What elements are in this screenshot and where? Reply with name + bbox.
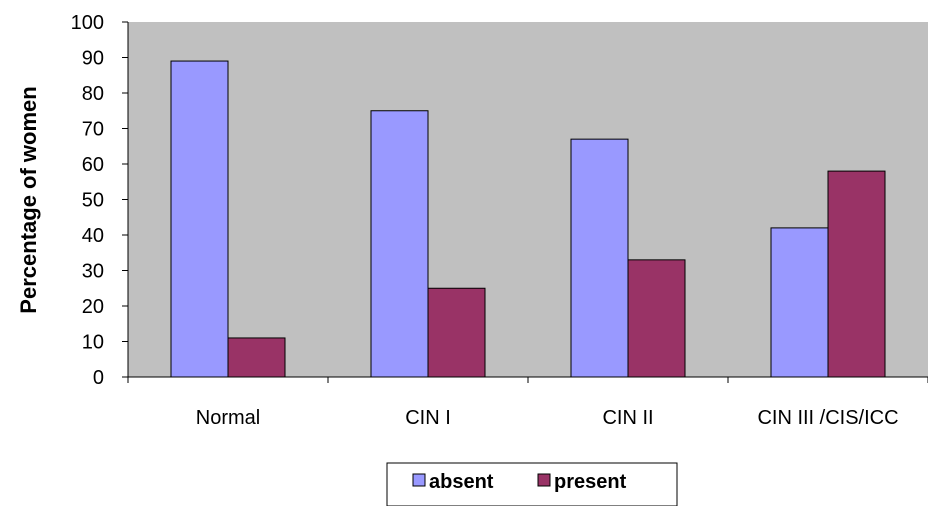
legend-swatch-absent (412, 473, 426, 487)
y-tick-label: 70 (82, 119, 104, 141)
y-tick-label: 50 (82, 190, 104, 212)
y-tick-label: 0 (93, 367, 104, 389)
x-tick-label: CIN II (602, 407, 653, 429)
bar-present-4 (827, 170, 886, 378)
x-tick-label: CIN I (405, 407, 451, 429)
y-tick-label: 40 (82, 225, 104, 247)
y-tick-label: 90 (82, 48, 104, 70)
legend-box (386, 462, 678, 507)
bar-absent-1 (170, 60, 229, 378)
bar-present-1 (227, 337, 286, 378)
legend-swatch-present (537, 473, 551, 487)
legend: absent present (386, 462, 678, 507)
y-tick-label: 60 (82, 154, 104, 176)
legend-label-absent: absent (429, 471, 494, 493)
bars-group (170, 60, 886, 378)
y-tick-label: 80 (82, 83, 104, 105)
x-tick-label: CIN III /CIS/ICC (757, 407, 898, 429)
bar-present-3 (627, 259, 686, 378)
bar-absent-2 (370, 110, 429, 378)
y-tick-label: 100 (71, 12, 104, 34)
labels-group: Normal CIN I CIN II CIN III /CIS/ICC 0 10 20 30… (71, 12, 899, 429)
bar-present-2 (427, 287, 486, 378)
axes-group (122, 21, 928, 383)
bar-absent-4 (770, 227, 829, 378)
x-tick-label: Normal (196, 407, 260, 429)
y-tick-label: 30 (82, 261, 104, 283)
y-axis-label: Percentage of women (16, 86, 41, 313)
y-tick-label: 10 (82, 332, 104, 354)
y-tick-label: 20 (82, 296, 104, 318)
bar-absent-3 (570, 138, 629, 378)
legend-label-present: present (554, 471, 627, 493)
